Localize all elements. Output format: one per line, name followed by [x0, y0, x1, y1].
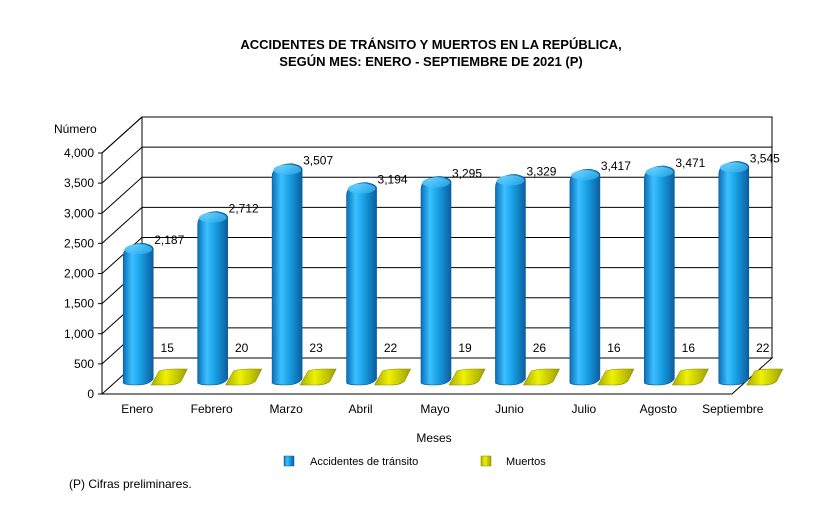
y-tick-label: 3,500 [64, 176, 94, 190]
bar-accidentes [197, 211, 228, 386]
data-label-muertos: 22 [384, 341, 398, 355]
x-tick-label: Julio [572, 402, 597, 416]
data-label-muertos: 19 [458, 341, 472, 355]
bar-muertos [299, 368, 337, 386]
data-label-accidentes: 3,194 [378, 173, 408, 187]
x-axis-title: Meses [416, 431, 451, 445]
data-labels: 2,187 15 2,712 20 3,507 23 3,194 22 3,295 19 3,329… [154, 151, 780, 355]
y-axis-title: Número [54, 122, 97, 136]
y-tick-label: 2,500 [64, 236, 94, 250]
data-label-muertos: 22 [756, 341, 770, 355]
gridline [101, 176, 772, 214]
data-label-accidentes: 3,545 [750, 151, 780, 165]
bar-muertos [597, 368, 635, 386]
x-tick-label: Septiembre [702, 402, 764, 416]
data-label-muertos: 16 [682, 341, 696, 355]
x-tick-label: Abril [349, 402, 373, 416]
y-tick-label: 4,000 [64, 146, 94, 160]
bars [122, 161, 784, 386]
bar-accidentes [718, 161, 750, 386]
y-tick-label: 1,000 [64, 327, 94, 341]
x-tick-label: Agosto [640, 402, 678, 416]
chart-title-line2: SEGÚN MES: ENERO - SEPTIEMBRE DE 2021 (P… [279, 54, 582, 69]
chart-title-line1: ACCIDENTES DE TRÁNSITO Y MUERTOS EN LA R… [240, 37, 621, 52]
bar-accidentes [569, 168, 601, 386]
y-tick-label: 3,000 [64, 206, 94, 220]
bar-muertos [522, 368, 560, 386]
bar-accidentes [495, 174, 526, 386]
data-label-muertos: 15 [161, 341, 175, 355]
data-label-accidentes: 3,295 [452, 166, 482, 180]
bar-muertos [150, 368, 188, 386]
bar-muertos [746, 368, 784, 386]
bar-accidentes [122, 242, 154, 386]
bar-accidentes [346, 182, 377, 386]
legend-label-muertos: Muertos [506, 456, 546, 468]
data-label-accidentes: 3,417 [601, 159, 631, 173]
footnote: (P) Cifras preliminares. [69, 477, 192, 491]
bar-muertos [448, 368, 486, 386]
gridline [101, 116, 772, 154]
data-label-accidentes: 2,187 [154, 233, 184, 247]
x-tick-label: Enero [121, 402, 153, 416]
x-tick-label: Marzo [269, 402, 303, 416]
y-tick-label: 0 [87, 387, 94, 401]
data-label-muertos: 16 [607, 341, 621, 355]
data-label-muertos: 26 [533, 341, 547, 355]
data-label-muertos: 20 [235, 341, 249, 355]
bar-muertos [671, 368, 709, 386]
data-label-muertos: 23 [309, 341, 323, 355]
legend-label-accidentes: Accidentes de tránsito [310, 456, 418, 468]
x-tick-label: Febrero [191, 402, 233, 416]
bar-muertos [374, 368, 412, 386]
data-label-accidentes: 2,712 [229, 202, 259, 216]
legend-swatch-muertos [480, 455, 492, 467]
gridlines [101, 116, 772, 365]
bar-muertos [225, 368, 263, 386]
gridline [101, 206, 772, 244]
data-label-accidentes: 3,471 [675, 156, 705, 170]
y-axis: 0 500 1,000 1,500 2,000 2,500 3,000 3,500 4,000 [64, 146, 102, 401]
bar-accidentes [420, 176, 452, 386]
legend: Accidentes de tránsito Muertos [283, 455, 546, 468]
data-label-accidentes: 3,507 [303, 154, 333, 168]
data-label-accidentes: 3,329 [526, 164, 556, 178]
gridline [101, 237, 772, 274]
y-tick-label: 1,500 [64, 297, 94, 311]
y-tick-label: 500 [74, 357, 94, 371]
legend-swatch-accidentes [283, 455, 295, 467]
bar-accidentes [271, 163, 303, 386]
bar-accidentes [644, 165, 675, 386]
x-tick-label: Mayo [420, 402, 450, 416]
y-tick-label: 2,000 [64, 267, 94, 281]
x-axis: Enero Febrero Marzo Abril Mayo Junio Julio Agos… [121, 402, 764, 416]
x-tick-label: Junio [495, 402, 524, 416]
gridline [101, 146, 772, 184]
